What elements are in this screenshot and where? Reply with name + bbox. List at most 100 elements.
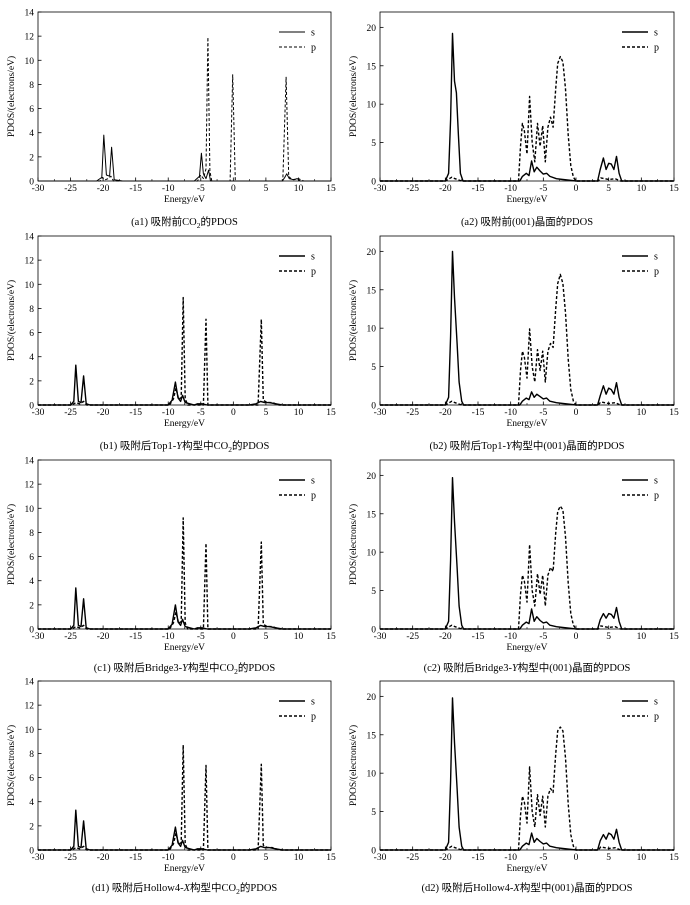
y-tick-label: 20 (367, 693, 377, 703)
caption-text: 的PDOS (238, 661, 276, 674)
y-tick-label: 0 (371, 178, 376, 188)
legend-label-s: s (311, 28, 315, 39)
plot-frame (379, 680, 675, 851)
x-tick-label: -15 (472, 408, 485, 418)
y-tick-label: 6 (29, 553, 34, 563)
y-tick-label: 0 (29, 402, 34, 412)
series-line-s (380, 477, 674, 630)
y-tick-label: 2 (29, 822, 34, 832)
x-tick-label: 0 (574, 184, 579, 194)
caption-text: 的PDOS (232, 439, 270, 452)
x-tick-label: 15 (669, 408, 679, 418)
x-axis-title: Energy/eV (164, 864, 205, 874)
legend-label-s: s (654, 252, 658, 263)
y-tick-label: 5 (371, 139, 376, 149)
x-tick-label: -20 (439, 632, 452, 642)
x-tick-label: 15 (669, 853, 679, 863)
y-tick-label: 0 (29, 847, 34, 857)
panel-caption: (d2) 吸附后Hollow4-X构型中(001)晶面的PDOS (422, 881, 633, 894)
plot-frame (379, 11, 675, 182)
series-line-p (38, 296, 331, 406)
y-tick-label: 14 (25, 678, 35, 688)
x-tick-label: -25 (406, 632, 419, 642)
x-tick-label: -10 (504, 853, 517, 863)
x-axis-title: Energy/eV (507, 419, 548, 429)
caption-subscript: 2 (236, 887, 240, 896)
x-tick-label: 15 (326, 408, 336, 418)
x-tick-label: -15 (472, 853, 485, 863)
chart-panel-d2: -30 -25 -20 -15 -10 -5 0 5 10 15 0 5 10 15 20 Energy/eV… (348, 680, 679, 894)
x-tick-label: -20 (439, 853, 452, 863)
x-tick-label: 5 (264, 408, 269, 418)
panel-caption: (d1) 吸附后Hollow4-X构型中CO2的PDOS (92, 881, 278, 896)
legend-label-p: p (654, 712, 659, 723)
y-tick-label: 12 (25, 702, 35, 712)
chart-panel-b1: -30 -25 -20 -15 -10 -5 0 5 10 15 0 2 4 6 8 10 12 14 Energy… (6, 233, 336, 455)
caption-italic: Y (506, 441, 513, 452)
x-tick-label: 0 (574, 632, 579, 642)
x-tick-label: 5 (606, 184, 611, 194)
chart-panel-b2: -30 -25 -20 -15 -10 -5 0 5 10 15 0 5 10 15 20 Energy/eV… (348, 235, 679, 452)
chart-panel-d1: -30 -25 -20 -15 -10 -5 0 5 10 15 0 2 4 6 8 10 12 14 Energy… (6, 678, 336, 897)
x-tick-label: 10 (294, 408, 304, 418)
y-tick-label: 0 (371, 402, 376, 412)
caption-text: 构型中(001)晶面的PDOS (518, 661, 631, 674)
y-tick-label: 8 (29, 81, 34, 91)
y-tick-label: 12 (25, 257, 35, 267)
y-tick-label: 2 (29, 153, 34, 163)
series-line-s (38, 134, 331, 182)
x-tick-label: 5 (264, 853, 269, 863)
x-tick-label: -25 (406, 853, 419, 863)
y-tick-label: 14 (25, 457, 35, 467)
x-tick-label: -30 (374, 184, 387, 194)
chart-panel-a2: -30 -25 -20 -15 -10 -5 0 5 10 15 0 5 10 15 20 Energy/eV… (348, 11, 679, 228)
x-tick-label: -10 (504, 408, 517, 418)
series-line-s (380, 697, 674, 851)
y-axis-title: PDOS/(electrons/eV) (6, 56, 17, 137)
x-tick-label: -5 (197, 184, 205, 194)
x-tick-label: 15 (326, 632, 336, 642)
caption-text: 构型中(001)晶面的PDOS (512, 439, 625, 452)
legend-label-p: p (654, 43, 659, 54)
x-tick-label: 0 (231, 853, 236, 863)
caption-text: (a1) 吸附前CO (131, 215, 197, 228)
y-tick-label: 5 (371, 808, 376, 818)
y-tick-label: 6 (29, 329, 34, 339)
series-line-p (38, 517, 331, 630)
x-axis-title: Energy/eV (507, 864, 548, 874)
x-tick-label: 15 (326, 184, 336, 194)
y-tick-label: 10 (25, 281, 35, 291)
x-tick-label: -25 (64, 853, 77, 863)
y-tick-label: 10 (367, 549, 377, 559)
series-line-p (38, 744, 331, 851)
chart-panel-c1: -30 -25 -20 -15 -10 -5 0 5 10 15 0 2 4 6 8 10 12 14 Energy… (6, 457, 336, 677)
x-tick-label: -25 (64, 184, 77, 194)
x-tick-label: 5 (264, 632, 269, 642)
y-tick-label: 2 (29, 377, 34, 387)
panel-caption: (c1) 吸附后Bridge3-Y构型中CO2的PDOS (94, 661, 276, 676)
x-tick-label: -15 (129, 184, 142, 194)
legend-label-s: s (311, 252, 315, 263)
caption-subscript: 2 (228, 445, 232, 454)
x-tick-label: -5 (197, 853, 205, 863)
caption-text: (d2) 吸附后Hollow4- (422, 881, 514, 894)
x-tick-label: -20 (439, 408, 452, 418)
x-axis-title: Energy/eV (164, 195, 205, 205)
y-axis-title: PDOS/(electrons/eV) (6, 504, 17, 585)
caption-text: 构型中CO (190, 881, 237, 894)
x-tick-label: -10 (162, 184, 175, 194)
x-tick-label: 0 (231, 632, 236, 642)
y-tick-label: 0 (29, 626, 34, 636)
panel-caption: (b2) 吸附后Top1-Y构型中(001)晶面的PDOS (430, 439, 625, 452)
y-tick-label: 0 (29, 178, 34, 188)
x-tick-label: 5 (606, 853, 611, 863)
panel-caption: (a1) 吸附前CO2的PDOS (131, 215, 238, 230)
x-tick-label: 5 (606, 408, 611, 418)
y-tick-label: 10 (367, 770, 377, 780)
y-axis-title: PDOS/(electrons/eV) (348, 280, 359, 361)
x-axis-title: Energy/eV (164, 643, 205, 653)
caption-text: 构型中CO (188, 661, 235, 674)
y-tick-label: 10 (25, 505, 35, 515)
plot-frame (37, 235, 332, 406)
